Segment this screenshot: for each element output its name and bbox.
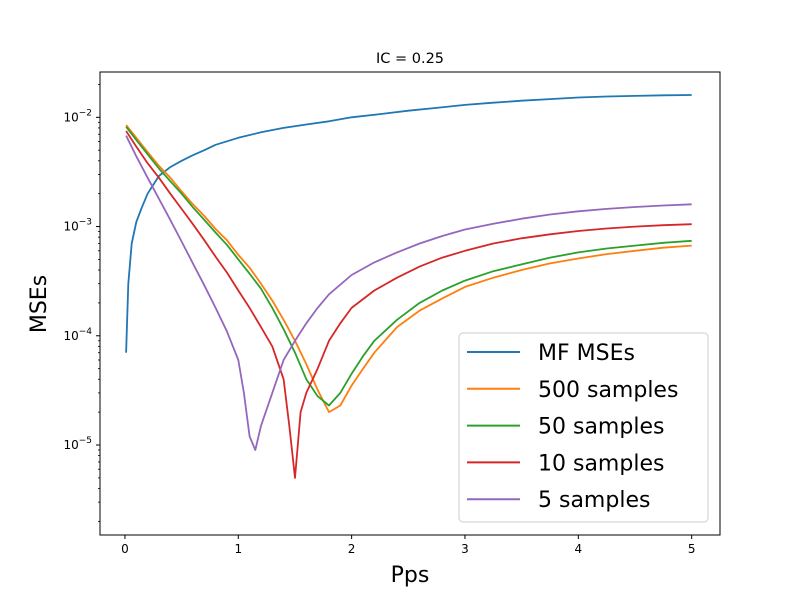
y-axis-ticks: 10−5 10−4 10−3 10−2	[63, 84, 100, 522]
x-tick-label: 5	[688, 542, 696, 556]
series-layer	[125, 94, 692, 479]
series-line-2	[125, 126, 692, 407]
legend-label-3: 10 samples	[538, 451, 664, 476]
legend-label-0: MF MSEs	[538, 341, 635, 366]
x-tick-label: 4	[574, 542, 582, 556]
x-tick-label: 3	[461, 542, 469, 556]
series-line-0	[125, 94, 692, 353]
series-line-1	[125, 124, 692, 413]
x-tick-label: 0	[121, 542, 129, 556]
series-line-4	[125, 135, 692, 451]
axes-frame	[99, 71, 721, 536]
x-tick-label: 1	[234, 542, 242, 556]
series-line-3	[125, 130, 692, 479]
legend-label-1: 500 samples	[538, 378, 678, 403]
y-tick-label: 10−2	[63, 108, 92, 124]
y-axis-label: MSEs	[27, 275, 52, 333]
x-axis-ticks: 0 1 2 3 4 5	[121, 535, 695, 556]
y-tick-label: 10−5	[63, 436, 92, 452]
y-tick-label: 10−4	[63, 327, 92, 343]
legend-label-2: 50 samples	[538, 415, 664, 440]
y-tick-label: 10−3	[63, 218, 92, 234]
legend: MF MSEs 500 samples 50 samples 10 samples 5 …	[458, 332, 709, 523]
legend-box	[458, 332, 709, 523]
x-axis-label: Pps	[391, 563, 430, 588]
chart-title: IC = 0.25	[376, 51, 444, 67]
legend-label-4: 5 samples	[538, 488, 650, 513]
x-tick-label: 2	[348, 542, 356, 556]
